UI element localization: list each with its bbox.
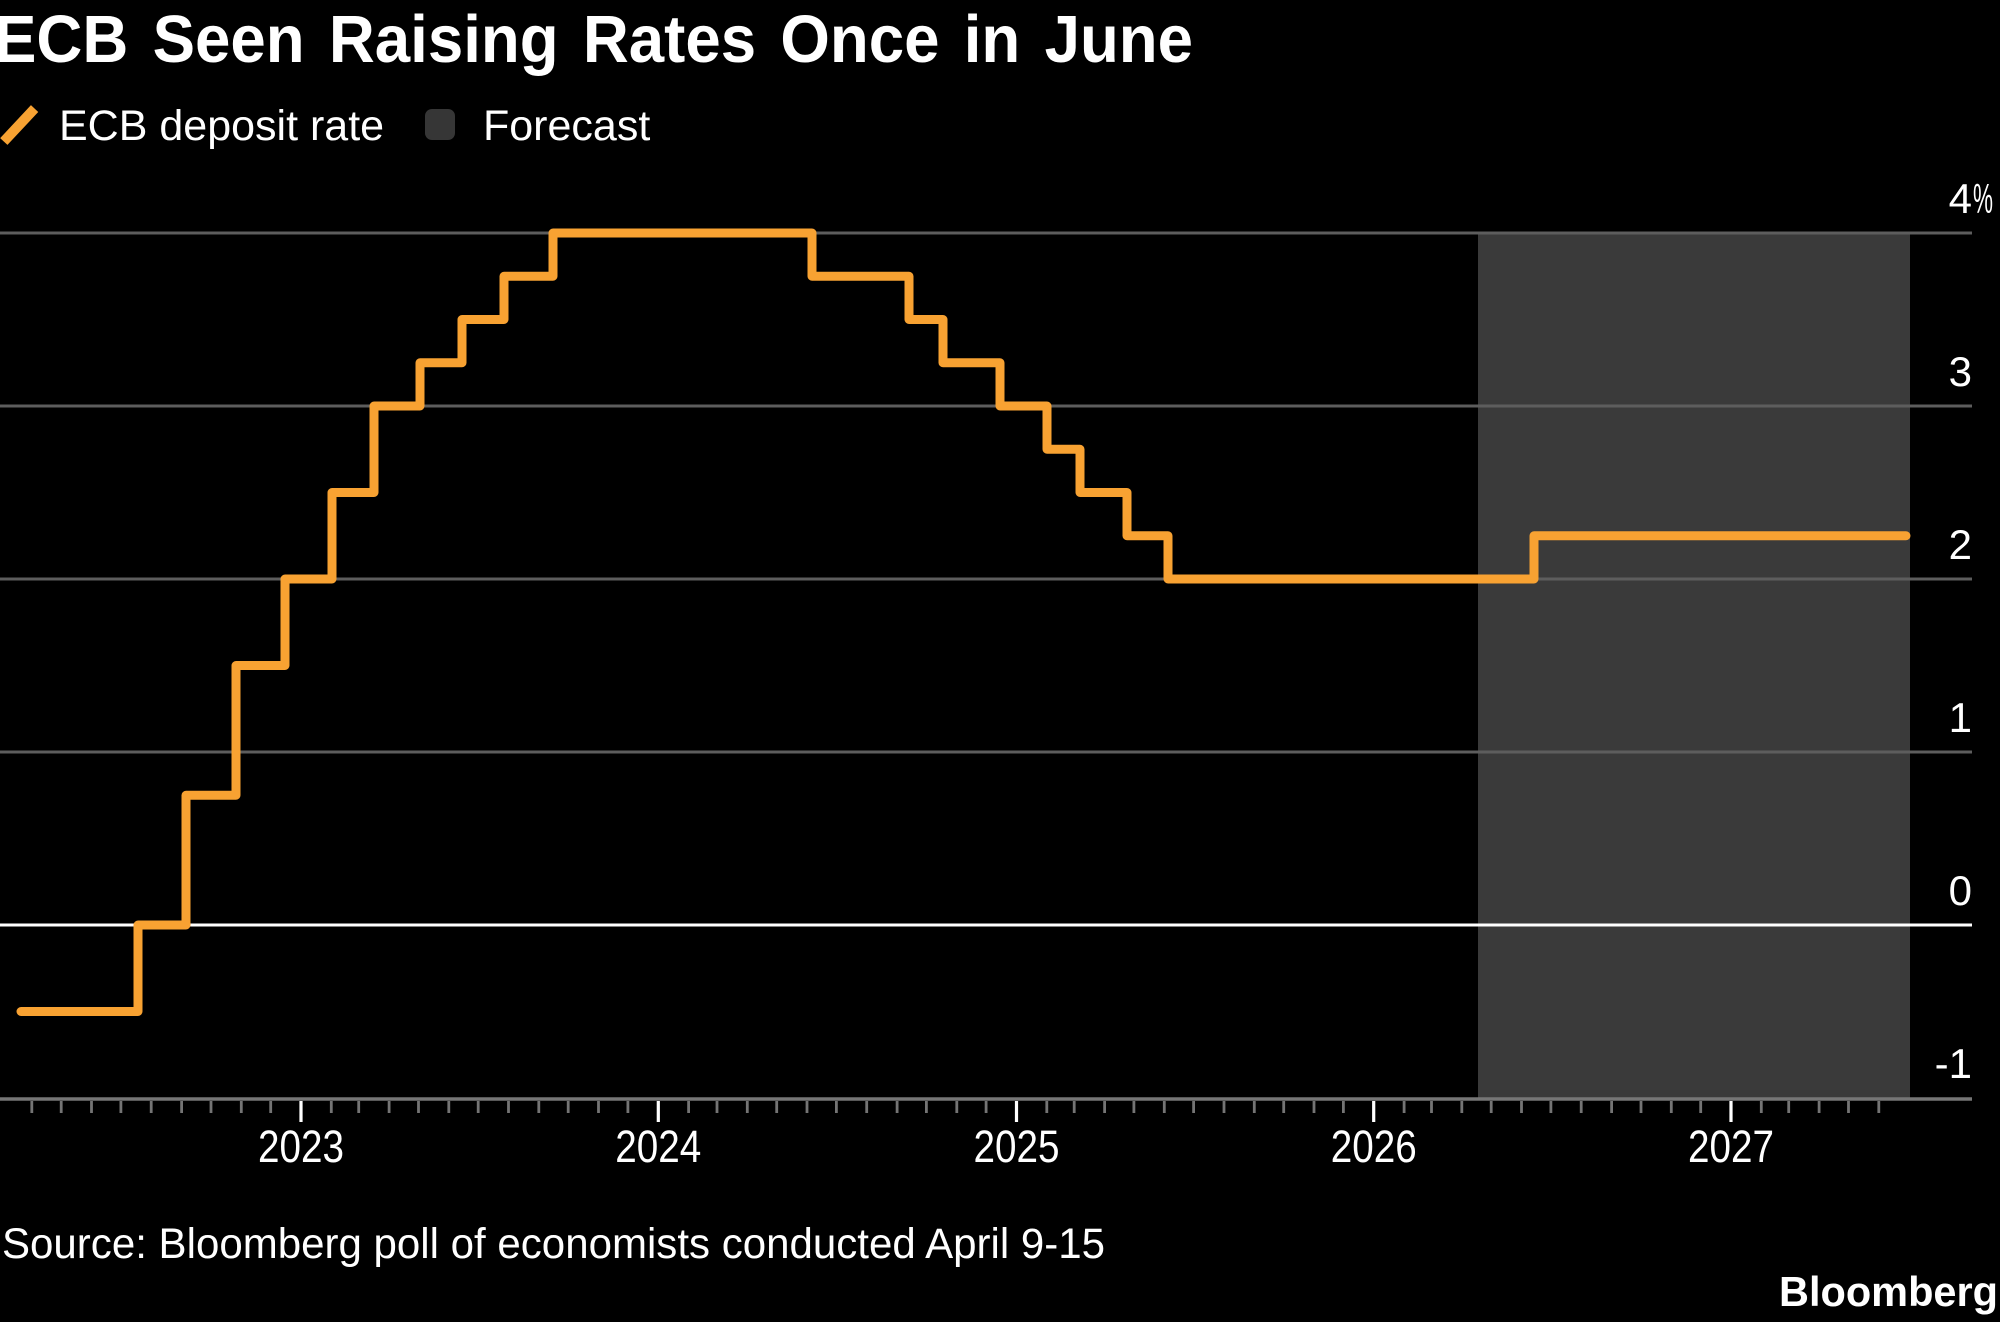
svg-text:1: 1 — [1949, 694, 1972, 741]
svg-text:-1: -1 — [1935, 1040, 1972, 1087]
svg-text:0: 0 — [1949, 867, 1972, 914]
svg-text:Source: Bloomberg poll of econ: Source: Bloomberg poll of economists con… — [2, 1220, 1105, 1268]
svg-text:ECB Seen Raising Rates Once in: ECB Seen Raising Rates Once in June — [0, 2, 1193, 77]
svg-text:3: 3 — [1949, 348, 1972, 395]
svg-text:2023: 2023 — [258, 1121, 344, 1172]
svg-text:ECB deposit rate: ECB deposit rate — [59, 102, 384, 150]
svg-text:2025: 2025 — [974, 1121, 1060, 1172]
svg-text:4: 4 — [1949, 175, 1972, 222]
svg-text:%: % — [1973, 175, 1993, 222]
svg-text:Forecast: Forecast — [483, 102, 650, 150]
svg-text:2024: 2024 — [615, 1121, 701, 1172]
svg-text:2026: 2026 — [1331, 1121, 1417, 1172]
svg-text:2027: 2027 — [1688, 1121, 1774, 1172]
svg-text:2: 2 — [1949, 521, 1972, 568]
svg-text:Bloomberg: Bloomberg — [1779, 1268, 1998, 1315]
